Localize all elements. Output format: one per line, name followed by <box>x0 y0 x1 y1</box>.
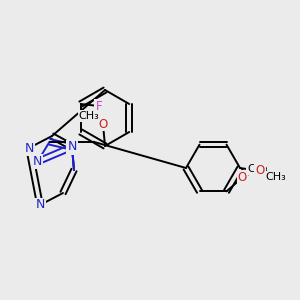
Text: N: N <box>33 155 42 168</box>
Text: N: N <box>67 140 77 154</box>
Text: CH₃: CH₃ <box>79 111 99 121</box>
Text: O: O <box>98 118 108 130</box>
Text: O: O <box>238 171 247 184</box>
Text: CH₃: CH₃ <box>247 164 268 174</box>
Text: F: F <box>95 100 102 112</box>
Text: O: O <box>255 164 265 178</box>
Text: N: N <box>35 199 45 212</box>
Text: CH₃: CH₃ <box>266 172 286 182</box>
Text: N: N <box>24 142 34 154</box>
